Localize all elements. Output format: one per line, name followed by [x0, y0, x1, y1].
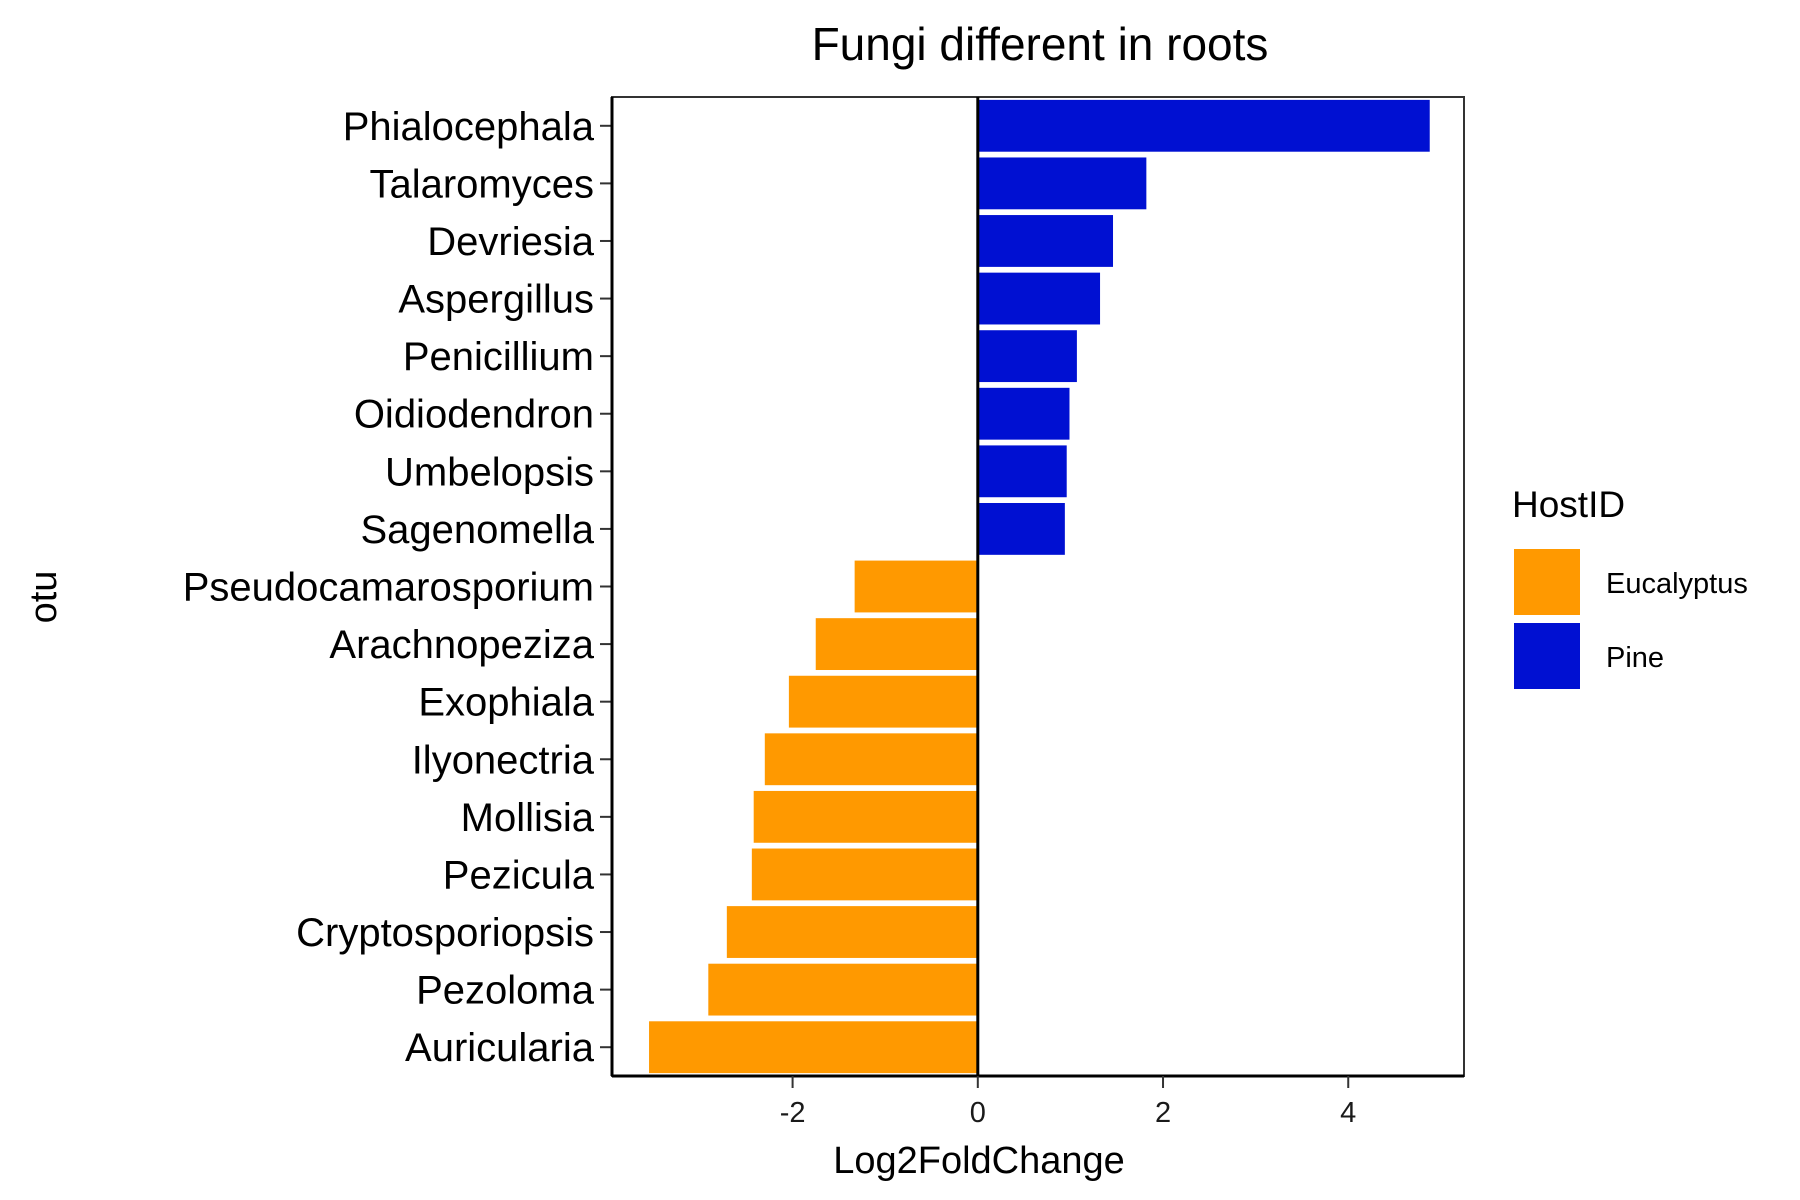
legend-label-eucalyptus: Eucalyptus — [1606, 568, 1748, 600]
y-tick-label: Talaromyces — [369, 162, 594, 206]
y-tick-label: Umbelopsis — [385, 450, 594, 494]
y-tick-label: Cryptosporiopsis — [296, 911, 594, 955]
y-tick-label: Pezicula — [443, 853, 595, 897]
legend-key-eucalyptus — [1514, 549, 1580, 615]
bar-devriesia — [977, 215, 1114, 267]
bar-umbelopsis — [977, 445, 1067, 498]
bar-sagenomella — [977, 502, 1065, 555]
bar-pezoloma — [708, 963, 978, 1016]
y-tick-label: Exophiala — [418, 681, 594, 725]
y-tick-label: Ilyonectria — [412, 738, 595, 782]
bar-talaromyces — [977, 157, 1147, 210]
y-tick-label: Mollisia — [461, 796, 595, 840]
y-tick-label: Oidiodendron — [354, 393, 594, 437]
bar-cryptosporiopsis — [726, 906, 978, 958]
x-tick-label: 0 — [970, 1097, 986, 1129]
bar-arachnopeziza — [815, 618, 978, 671]
y-tick-label: Arachnopeziza — [329, 623, 594, 667]
y-tick-label: Penicillium — [403, 335, 594, 379]
bar-mollisia — [753, 790, 978, 843]
x-axis-title: Log2FoldChange — [833, 1140, 1125, 1182]
bar-pezicula — [751, 848, 978, 901]
bar-aspergillus — [977, 272, 1101, 325]
bar-ilyonectria — [764, 733, 978, 786]
x-tick-label: 4 — [1340, 1097, 1356, 1129]
y-tick-label: Sagenomella — [361, 508, 595, 552]
bar-phialocephala — [977, 99, 1430, 152]
y-tick-label: Pezoloma — [416, 969, 595, 1013]
y-tick-label: Aspergillus — [398, 278, 594, 322]
bar-exophiala — [788, 675, 978, 728]
bar-auricularia — [649, 1021, 978, 1074]
legend: HostID Eucalyptus Pine — [1512, 484, 1748, 689]
bar-pseudocamarosporium — [854, 560, 978, 613]
y-axis-title: otu — [23, 571, 65, 624]
plot-panel — [611, 96, 1465, 1077]
y-tick-label: Devriesia — [427, 220, 594, 264]
legend-title: HostID — [1512, 484, 1625, 525]
legend-key-pine — [1514, 623, 1580, 689]
y-tick-label: Auricularia — [405, 1026, 595, 1070]
y-tick-label: Phialocephala — [343, 105, 595, 149]
x-tick-label: -2 — [780, 1097, 806, 1129]
bar-oidiodendron — [977, 387, 1070, 440]
bar-penicillium — [977, 330, 1077, 383]
y-tick-label: Pseudocamarosporium — [183, 566, 594, 610]
x-tick-label: 2 — [1155, 1097, 1171, 1129]
chart-title: Fungi different in roots — [812, 18, 1269, 70]
legend-label-pine: Pine — [1606, 642, 1664, 674]
